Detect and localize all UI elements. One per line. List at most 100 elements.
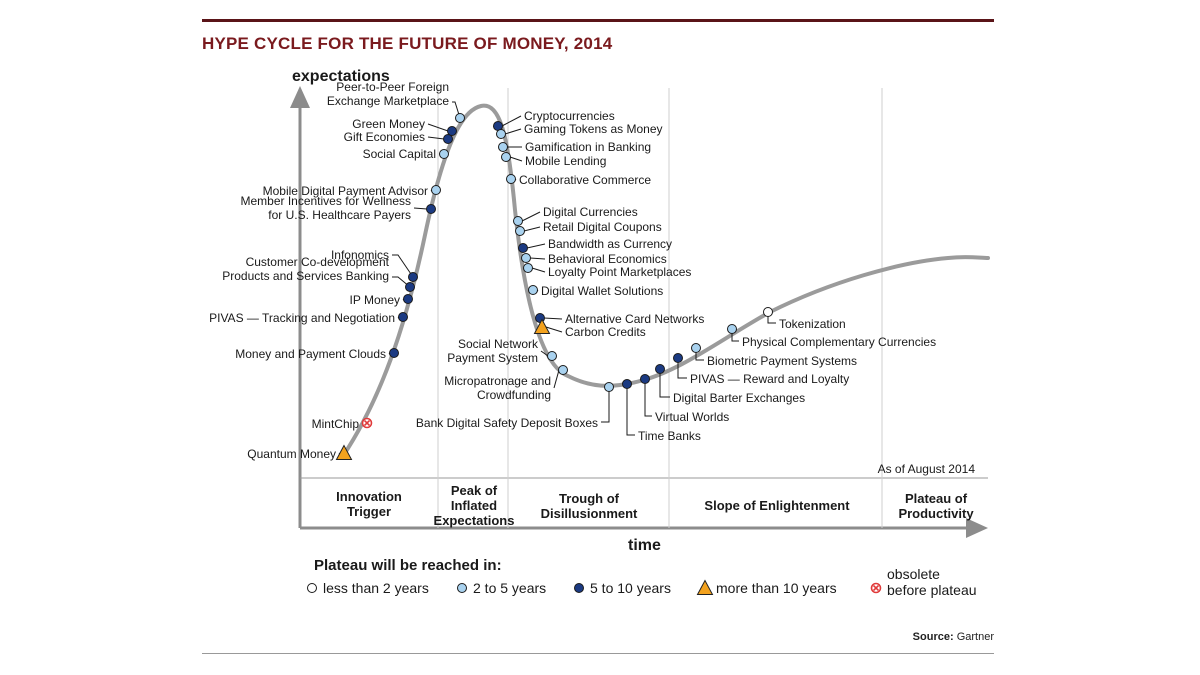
marker-gamification-in-banking — [498, 142, 508, 152]
x-axis-label: time — [628, 537, 661, 554]
leader-micropatronage-and-crowdfunding — [553, 369, 560, 389]
phase-trough-of-disillusionment-line-1: Trough of — [559, 491, 620, 506]
label-social-network-payment-system-line-1: Social Network — [458, 337, 539, 351]
leader-mobile-lending — [509, 156, 523, 162]
phase-slope-of-enlightenment: Slope of Enlightenment — [704, 498, 850, 513]
leader-digital-currencies — [521, 211, 541, 222]
label-gaming-tokens-as-money: Gaming Tokens as Money — [524, 122, 663, 136]
legend-label-gt10: more than 10 years — [716, 580, 837, 596]
label-digital-wallet-solutions: Digital Wallet Solutions — [541, 284, 663, 298]
legend-label-obsolete-line-2: before plateau — [887, 582, 977, 598]
label-member-incentives-for-wellness-for-u-s-healthcare-payers-line-2: for U.S. Healthcare Payers — [268, 208, 411, 222]
marker-pivas-reward-and-loyalty — [673, 353, 683, 363]
label-digital-barter-exchanges: Digital Barter Exchanges — [673, 391, 805, 405]
legend-label-lt2: less than 2 years — [323, 580, 429, 596]
marker-collaborative-commerce — [506, 174, 516, 184]
leader-infonomics — [392, 254, 414, 278]
marker-micropatronage-and-crowdfunding — [558, 365, 568, 375]
label-biometric-payment-systems: Biometric Payment Systems — [707, 354, 857, 368]
marker-social-network-payment-system — [547, 351, 557, 361]
label-collaborative-commerce: Collaborative Commerce — [519, 173, 651, 187]
marker-mobile-lending — [501, 152, 511, 162]
marker-quantum-money — [335, 444, 353, 460]
label-quantum-money: Quantum Money — [247, 447, 336, 461]
label-cryptocurrencies: Cryptocurrencies — [524, 109, 615, 123]
label-virtual-worlds: Virtual Worlds — [655, 410, 729, 424]
marker-bandwidth-as-currency — [518, 243, 528, 253]
label-customer-co-development-products-and-services-banking-line-1: Customer Co-development — [246, 255, 390, 269]
phase-plateau-of-productivity-line-1: Plateau of — [905, 491, 968, 506]
y-axis-label: expectations — [292, 68, 390, 85]
marker-mobile-digital-payment-advisor — [431, 185, 441, 195]
label-retail-digital-coupons: Retail Digital Coupons — [543, 220, 662, 234]
label-micropatronage-and-crowdfunding-line-2: Crowdfunding — [477, 388, 551, 402]
phase-plateau-of-productivity-line-2: Productivity — [898, 506, 974, 521]
leader-retail-digital-coupons — [523, 226, 541, 232]
marker-loyalty-point-marketplaces — [523, 263, 533, 273]
leader-digital-barter-exchanges — [659, 369, 670, 398]
phase-innovation-trigger-line-1: Innovation — [336, 489, 402, 504]
leader-bandwidth-as-currency — [526, 243, 546, 249]
marker-virtual-worlds — [640, 374, 650, 384]
label-tokenization: Tokenization — [779, 317, 846, 331]
marker-bank-digital-safety-deposit-boxes — [604, 382, 614, 392]
label-peer-to-peer-foreign-exchange-marketplace-line-1: Peer-to-Peer Foreign — [336, 80, 449, 94]
phase-peak-of-inflated-expectations-line-3: Expectations — [434, 513, 515, 528]
marker-behavioral-economics — [521, 253, 531, 263]
phase-innovation-trigger-line-2: Trigger — [347, 504, 391, 519]
label-mobile-lending: Mobile Lending — [525, 154, 606, 168]
leader-member-incentives-for-wellness-for-u-s-healthcare-payers — [413, 207, 428, 210]
marker-ip-money — [403, 294, 413, 304]
legend-marker-2to5 — [457, 583, 467, 593]
marker-member-incentives-for-wellness-for-u-s-healthcare-payers — [426, 204, 436, 214]
label-customer-co-development-products-and-services-banking-line-2: Products and Services Banking — [222, 269, 389, 283]
source-value: Gartner — [956, 631, 994, 643]
legend-label-5to10: 5 to 10 years — [590, 580, 671, 596]
marker-infonomics — [408, 272, 418, 282]
legend-marker-5to10 — [574, 583, 584, 593]
label-mobile-digital-payment-advisor: Mobile Digital Payment Advisor — [263, 184, 428, 198]
label-infonomics: Infonomics — [331, 248, 389, 262]
label-mintchip: MintChip — [312, 417, 360, 431]
marker-gift-economies — [443, 134, 453, 144]
marker-mintchip — [361, 417, 373, 429]
marker-social-capital — [439, 149, 449, 159]
label-green-money: Green Money — [352, 117, 425, 131]
x-axis-arrow — [966, 518, 988, 538]
label-member-incentives-for-wellness-for-u-s-healthcare-payers-line-1: Member Incentives for Wellness — [240, 194, 411, 208]
leader-carbon-credits — [545, 326, 563, 333]
phase-peak-of-inflated-expectations-line-1: Peak of — [451, 483, 498, 498]
label-time-banks: Time Banks — [638, 429, 701, 443]
label-social-network-payment-system-line-2: Payment System — [447, 351, 538, 365]
marker-tokenization — [763, 307, 773, 317]
marker-customer-co-development-products-and-services-banking — [405, 282, 415, 292]
leader-gaming-tokens-as-money — [504, 128, 522, 135]
legend-marker-gt10 — [696, 579, 714, 595]
title-rule — [202, 19, 994, 22]
leader-peer-to-peer-foreign-exchange-marketplace — [452, 101, 461, 119]
label-gamification-in-banking: Gamification in Banking — [525, 140, 651, 154]
label-physical-complementary-currencies: Physical Complementary Currencies — [742, 335, 936, 349]
leader-time-banks — [626, 384, 635, 436]
label-pivas-tracking-and-negotiation: PIVAS — Tracking and Negotiation — [209, 311, 395, 325]
label-gift-economies: Gift Economies — [344, 130, 425, 144]
label-digital-currencies: Digital Currencies — [543, 205, 638, 219]
legend-label-obsolete-line-1: obsolete — [887, 566, 940, 582]
label-bank-digital-safety-deposit-boxes: Bank Digital Safety Deposit Boxes — [416, 416, 598, 430]
marker-retail-digital-coupons — [515, 226, 525, 236]
leader-pivas-reward-and-loyalty — [677, 358, 687, 379]
legend-marker-obsolete — [870, 582, 882, 594]
as-of-note: As of August 2014 — [878, 462, 976, 476]
leader-gift-economies — [427, 136, 445, 140]
marker-physical-complementary-currencies — [727, 324, 737, 334]
label-bandwidth-as-currency: Bandwidth as Currency — [548, 237, 672, 251]
leader-social-network-payment-system — [540, 350, 549, 357]
marker-green-money — [447, 126, 457, 136]
marker-carbon-credits — [533, 318, 551, 334]
legend-label-2to5: 2 to 5 years — [473, 580, 546, 596]
label-carbon-credits: Carbon Credits — [565, 325, 646, 339]
chart-title: HYPE CYCLE FOR THE FUTURE OF MONEY, 2014 — [202, 34, 613, 53]
leader-green-money — [427, 123, 449, 132]
footer-rule — [202, 653, 994, 654]
